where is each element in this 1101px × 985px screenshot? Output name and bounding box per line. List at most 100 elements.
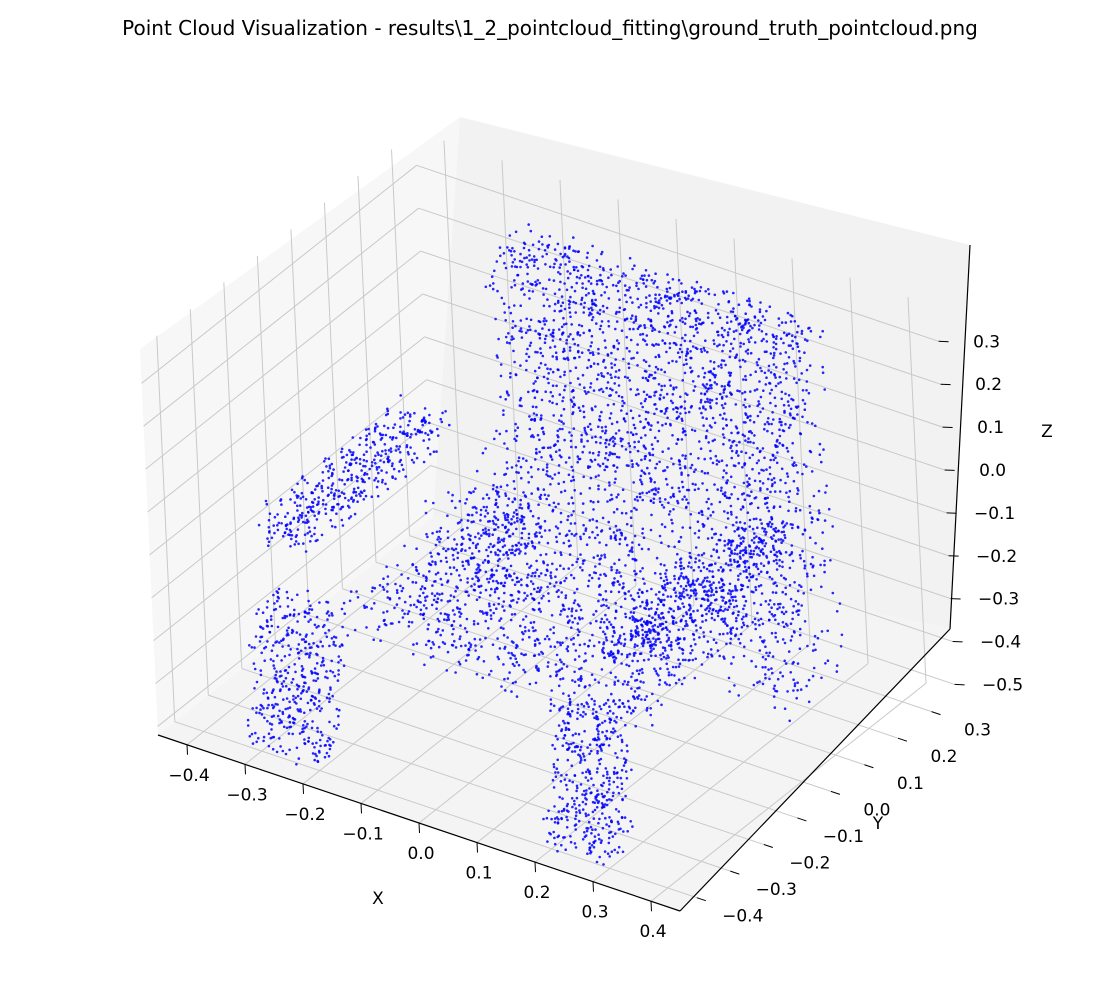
point-backrest	[820, 460, 823, 464]
point-backrest	[623, 318, 627, 321]
point-seat	[408, 595, 412, 598]
point-seat	[442, 547, 445, 550]
point-leg-front-left	[297, 643, 301, 646]
point-backrest	[601, 282, 604, 286]
point-leg-front-right	[563, 721, 566, 725]
point-backrest	[711, 439, 715, 443]
point-leg-front-left	[313, 671, 317, 675]
point-backrest	[688, 526, 692, 529]
point-seat	[681, 652, 685, 655]
point-seat	[665, 657, 668, 660]
point-seat	[678, 564, 682, 568]
point-seat	[409, 603, 413, 607]
point-seat	[603, 556, 607, 559]
point-backrest	[593, 458, 597, 462]
point-seat	[613, 536, 617, 540]
point-backrest	[552, 279, 556, 282]
point-leg-front-left	[248, 735, 252, 738]
point-armrest-right	[705, 612, 708, 616]
point-leg-front-right	[564, 728, 568, 732]
point-leg-front-left	[276, 714, 280, 718]
point-backrest	[726, 517, 730, 520]
point-leg-front-right	[590, 791, 593, 794]
point-armrest-left	[384, 452, 388, 456]
point-backrest	[726, 479, 729, 482]
point-backrest	[567, 358, 570, 362]
point-seat	[651, 723, 654, 727]
point-leg-front-right	[620, 768, 624, 772]
point-backrest	[716, 488, 719, 491]
point-leg-front-left	[281, 616, 285, 620]
point-seat	[363, 604, 366, 608]
point-leg-front-right	[589, 851, 592, 855]
point-leg-front-left	[341, 625, 344, 629]
point-seat	[567, 502, 570, 505]
grid-line-z-back	[426, 379, 949, 557]
point-backrest	[632, 423, 636, 427]
point-backrest	[649, 499, 653, 503]
point-armrest-left	[394, 449, 398, 452]
point-backrest	[612, 344, 616, 348]
point-armrest-right	[684, 619, 688, 623]
point-seat	[640, 667, 644, 671]
point-armrest-left	[342, 492, 346, 496]
point-backrest	[700, 470, 704, 473]
point-backrest	[567, 335, 570, 338]
point-back-top	[759, 321, 763, 325]
point-leg-front-left	[297, 685, 301, 688]
point-backrest	[768, 466, 772, 469]
point-backrest	[668, 324, 671, 328]
point-seat	[649, 707, 652, 710]
point-leg-front-left	[317, 624, 320, 628]
point-backrest	[590, 460, 594, 463]
point-seat	[509, 656, 512, 660]
point-seat	[498, 619, 501, 622]
point-backrest	[737, 461, 741, 465]
point-seat	[479, 513, 483, 517]
point-backrest	[633, 426, 637, 430]
point-backrest	[624, 448, 628, 451]
point-backrest	[691, 325, 695, 329]
point-backrest	[533, 260, 536, 264]
point-backrest	[701, 482, 704, 485]
point-backrest	[777, 538, 780, 541]
point-leg-front-left	[296, 620, 299, 623]
point-seat	[637, 595, 641, 598]
point-backrest	[645, 334, 649, 337]
point-backrest	[580, 324, 584, 328]
point-leg-front-right	[616, 771, 619, 774]
point-seat	[441, 641, 445, 644]
point-armrest-right	[602, 641, 606, 644]
point-leg-front-left	[255, 612, 258, 615]
point-seat	[353, 628, 357, 632]
point-armrest-right	[645, 601, 648, 604]
point-backrest	[650, 373, 653, 377]
point-armrest-right	[710, 563, 713, 566]
point-leg-front-right	[573, 799, 576, 803]
point-back-top	[698, 318, 702, 321]
point-backrest	[773, 396, 777, 400]
point-armrest-right	[706, 593, 709, 597]
point-back-top	[543, 249, 547, 252]
point-leg-front-left	[299, 708, 302, 711]
point-leg-front-right	[599, 707, 603, 711]
point-back-top	[515, 265, 519, 269]
point-back-top	[758, 310, 762, 314]
point-seat	[588, 573, 591, 577]
point-leg-front-right	[616, 785, 619, 789]
point-backrest	[747, 437, 750, 440]
point-armrest-left	[376, 494, 380, 498]
point-backrest	[769, 458, 772, 462]
point-backrest	[535, 405, 538, 409]
point-leg-front-right	[621, 702, 625, 705]
point-seat	[603, 632, 607, 636]
point-back-top	[796, 330, 799, 334]
point-seat	[710, 655, 714, 658]
point-seat	[499, 617, 503, 620]
point-back-top	[602, 268, 605, 272]
point-leg-front-right	[584, 834, 588, 837]
point-back-top	[665, 287, 669, 291]
grid-line-x-floor	[650, 682, 927, 902]
point-leg-front-right	[595, 727, 599, 731]
point-backrest	[694, 346, 698, 350]
